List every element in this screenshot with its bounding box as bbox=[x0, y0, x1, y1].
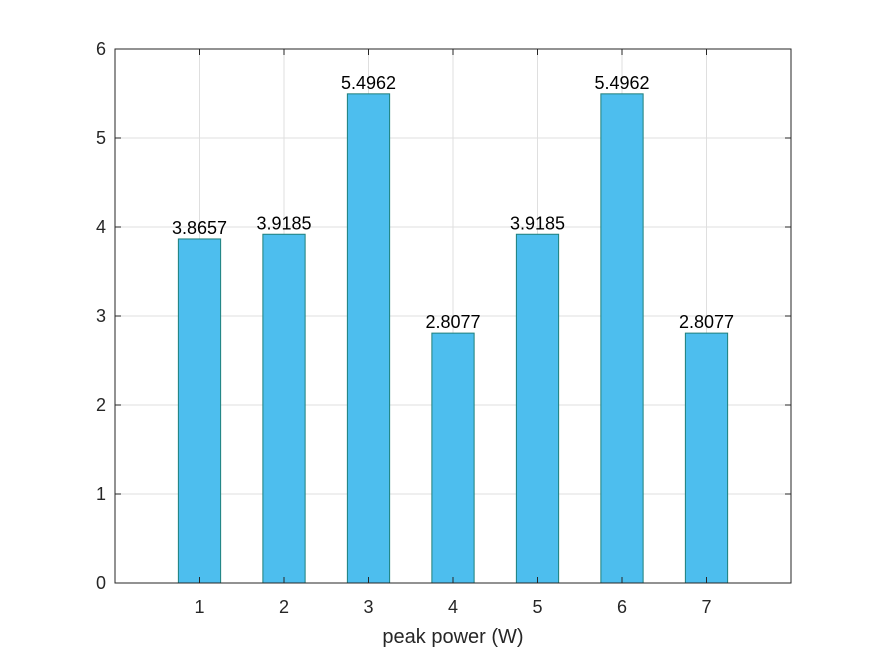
y-tick-label: 0 bbox=[96, 573, 106, 593]
bar bbox=[177, 238, 222, 584]
y-tick-label: 5 bbox=[96, 128, 106, 148]
bar bbox=[600, 93, 644, 584]
x-tick-label: 1 bbox=[194, 597, 204, 617]
data-label: 3.9185 bbox=[510, 213, 565, 233]
x-tick-label: 4 bbox=[448, 597, 458, 617]
data-label: 3.9185 bbox=[256, 213, 311, 233]
y-tick-label: 6 bbox=[96, 39, 106, 59]
x-tick-label: 7 bbox=[701, 597, 711, 617]
bar bbox=[684, 332, 729, 584]
bar bbox=[262, 233, 306, 584]
bar bbox=[431, 332, 475, 584]
x-tick-label: 2 bbox=[279, 597, 289, 617]
y-tick-label: 2 bbox=[96, 395, 106, 415]
data-label: 2.8077 bbox=[679, 312, 734, 332]
x-tick-label: 3 bbox=[363, 597, 373, 617]
bars bbox=[177, 93, 729, 584]
y-tick-label: 3 bbox=[96, 306, 106, 326]
data-label: 5.4962 bbox=[341, 73, 396, 93]
y-tick-label: 4 bbox=[96, 217, 106, 237]
bar bbox=[515, 233, 560, 584]
x-tick-label: 6 bbox=[617, 597, 627, 617]
data-label: 3.8657 bbox=[172, 218, 227, 238]
data-labels: 3.8657 3.9185 5.4962 2.8077 3.9185 5.4962 2.80… bbox=[172, 73, 734, 332]
y-tick-label: 1 bbox=[96, 484, 106, 504]
data-label: 2.8077 bbox=[425, 312, 480, 332]
x-tick-label: 5 bbox=[532, 597, 542, 617]
axes: 0 1 2 3 4 5 6 1 2 3 4 5 6 7 bbox=[96, 39, 792, 617]
data-label: 5.4962 bbox=[594, 73, 649, 93]
x-axis-title: peak power (W) bbox=[382, 626, 523, 648]
bar bbox=[346, 93, 391, 584]
